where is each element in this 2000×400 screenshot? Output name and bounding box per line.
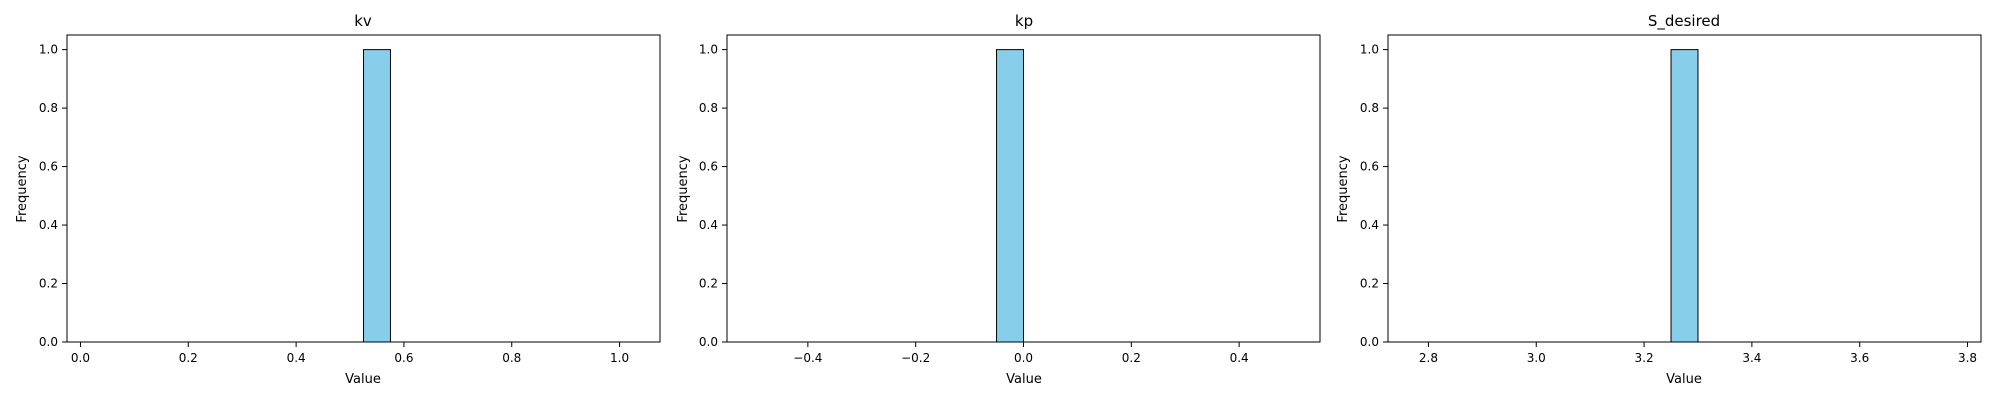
- kv-y-tick-label: 0.6: [39, 160, 58, 174]
- s-desired-y-tick-label: 0.6: [1360, 160, 1379, 174]
- kp-histogram-bar: [996, 49, 1025, 343]
- s-desired-y-tick-label: 0.8: [1360, 101, 1379, 115]
- kv-x-axis-label: Value: [345, 372, 381, 387]
- kv-y-axis-label: Frequency: [15, 155, 30, 222]
- s-desired-y-tick-label: 0.0: [1360, 335, 1379, 349]
- kv-axes-frame: [66, 34, 661, 343]
- kp-x-tick-label: 0.4: [1230, 351, 1249, 365]
- kp-y-tick-label: 0.4: [699, 218, 718, 232]
- kp-y-tick-label: 1.0: [699, 43, 718, 57]
- kv-y-tick-label: 0.0: [39, 335, 58, 349]
- kp-y-axis-label: Frequency: [676, 155, 691, 222]
- kp-y-tick-label: 0.8: [699, 101, 718, 115]
- kv-x-tick-label: 0.0: [71, 351, 90, 365]
- s-desired-x-tick-label: 3.0: [1527, 351, 1546, 365]
- s-desired-x-axis-label: Value: [1666, 372, 1702, 387]
- kp-x-tick-label: 0.2: [1122, 351, 1141, 365]
- kv-histogram-bar: [363, 49, 391, 343]
- kv-x-tick-label: 0.4: [287, 351, 306, 365]
- kv-x-tick-label: 0.2: [179, 351, 198, 365]
- kv-x-tick-label: 0.6: [394, 351, 413, 365]
- kv-histogram-panel: kv Value Frequency 0.0 0.2 0.4 0.6 0.8 1.0 0.0…: [15, 12, 661, 387]
- s-desired-y-tick-label: 0.4: [1360, 218, 1379, 232]
- kp-x-tick-label: 0.0: [1014, 351, 1033, 365]
- s-desired-histogram-bar: [1670, 49, 1699, 343]
- kp-x-axis-label: Value: [1006, 372, 1042, 387]
- s-desired-y-tick-label: 1.0: [1360, 43, 1379, 57]
- kv-x-tick-label: 1.0: [610, 351, 629, 365]
- s-desired-y-tick-label: 0.2: [1360, 277, 1379, 291]
- s-desired-x-tick-label: 3.6: [1850, 351, 1869, 365]
- kv-y-tick-label: 0.8: [39, 101, 58, 115]
- s-desired-x-tick-label: 3.4: [1742, 351, 1761, 365]
- kp-histogram-panel: kp Value Frequency −0.4 −0.2 0.0 0.2 0.4 0.0 0…: [676, 12, 1321, 387]
- kp-y-tick-label: 0.6: [699, 160, 718, 174]
- s-desired-y-axis-label: Frequency: [1336, 155, 1351, 222]
- kv-x-tick-label: 0.8: [502, 351, 521, 365]
- kp-y-tick-label: 0.2: [699, 277, 718, 291]
- kv-y-tick-label: 0.2: [39, 277, 58, 291]
- kv-chart-title: kv: [354, 12, 372, 30]
- kp-chart-title: kp: [1015, 12, 1033, 30]
- kp-x-tick-label: −0.2: [901, 351, 930, 365]
- kp-x-tick-label: −0.4: [793, 351, 822, 365]
- s-desired-chart-title: S_desired: [1648, 12, 1720, 31]
- kp-y-tick-label: 0.0: [699, 335, 718, 349]
- s-desired-x-tick-label: 3.8: [1958, 351, 1977, 365]
- kv-y-tick-label: 1.0: [39, 43, 58, 57]
- s-desired-x-tick-label: 3.2: [1635, 351, 1654, 365]
- kv-y-tick-label: 0.4: [39, 218, 58, 232]
- s-desired-axes-frame: [1387, 34, 1982, 343]
- s-desired-histogram-panel: S_desired Value Frequency 2.8 3.0 3.2 3.4 3.…: [1336, 12, 1982, 387]
- s-desired-x-tick-label: 2.8: [1419, 351, 1438, 365]
